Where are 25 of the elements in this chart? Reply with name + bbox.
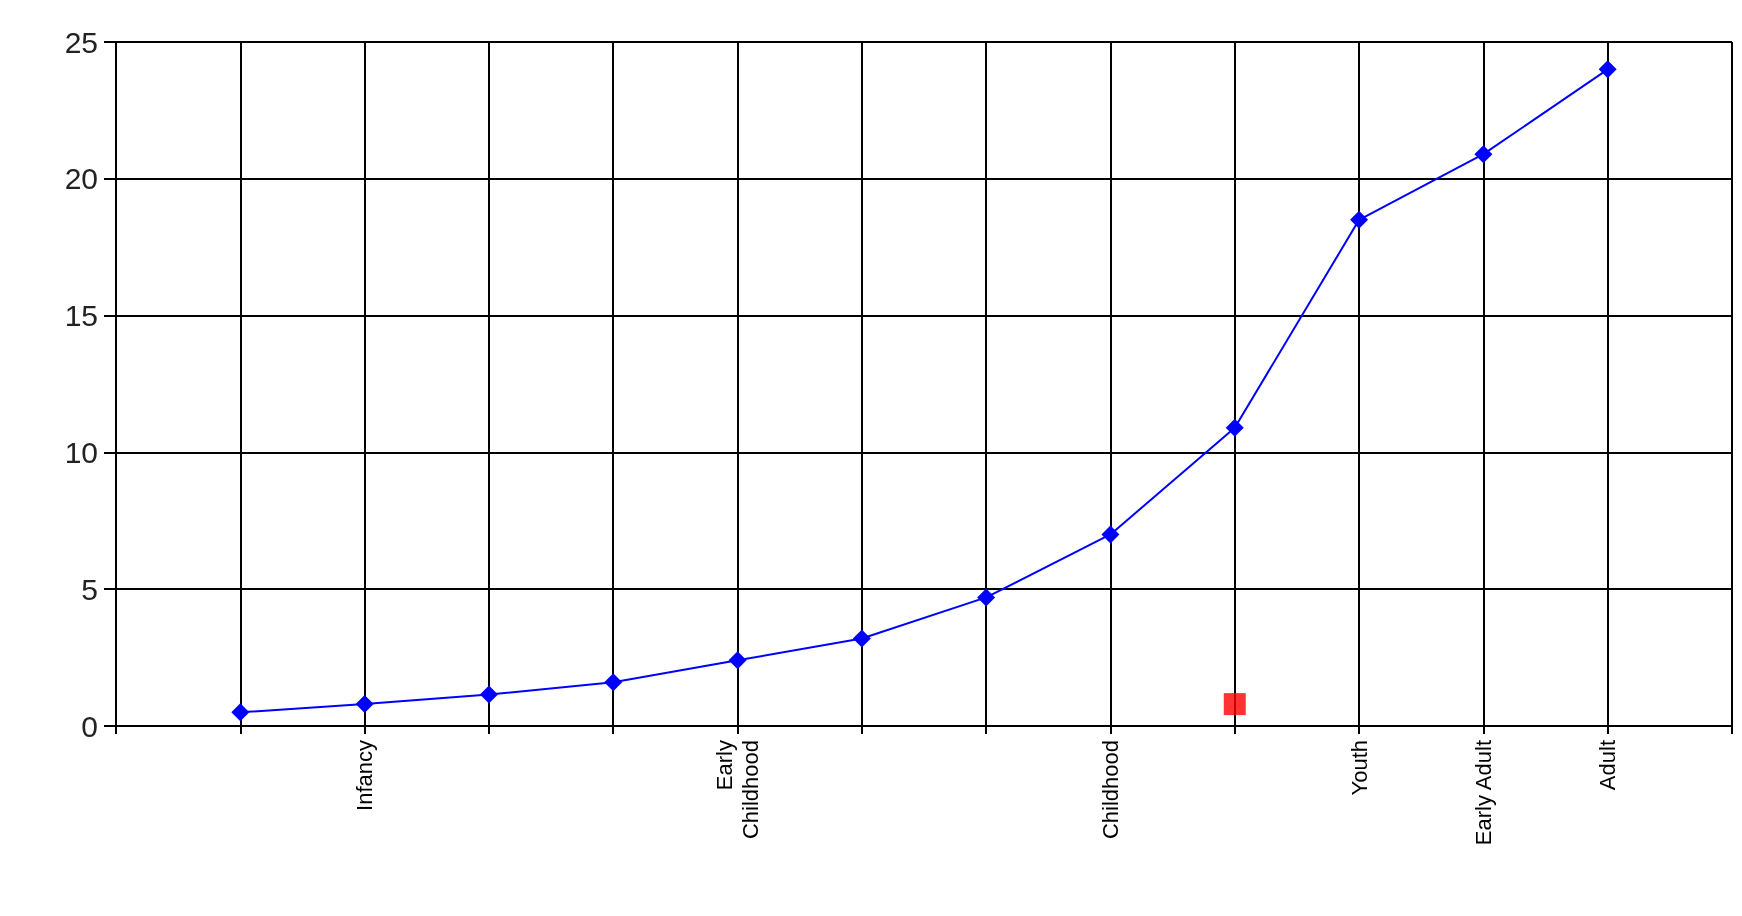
- point: [852, 629, 871, 648]
- point: [1474, 145, 1493, 164]
- y-tick-label: 20: [64, 162, 98, 196]
- x-tick-label: Childhood: [1097, 740, 1123, 840]
- x-tick-label: Infancy: [352, 740, 378, 811]
- point: [231, 703, 250, 722]
- y-tick-label: 15: [64, 299, 98, 333]
- point: [604, 673, 623, 692]
- point: [1101, 525, 1120, 544]
- point: [728, 651, 747, 670]
- x-tick-label: Youth: [1346, 740, 1372, 796]
- point: [1225, 418, 1244, 437]
- point: [1223, 693, 1246, 716]
- point: [479, 685, 498, 704]
- y-tick-label: 10: [64, 435, 98, 469]
- point: [1598, 60, 1617, 79]
- y-tick-label: 5: [81, 572, 98, 606]
- point: [355, 695, 374, 714]
- x-tick-label: Early Childhood: [712, 740, 764, 840]
- point: [1350, 210, 1369, 229]
- y-tick-label: 25: [64, 25, 98, 59]
- x-tick-label: Adult: [1595, 740, 1621, 791]
- x-tick-label: Early Adult: [1470, 740, 1496, 846]
- point: [977, 588, 996, 607]
- y-tick-label: 0: [81, 709, 98, 743]
